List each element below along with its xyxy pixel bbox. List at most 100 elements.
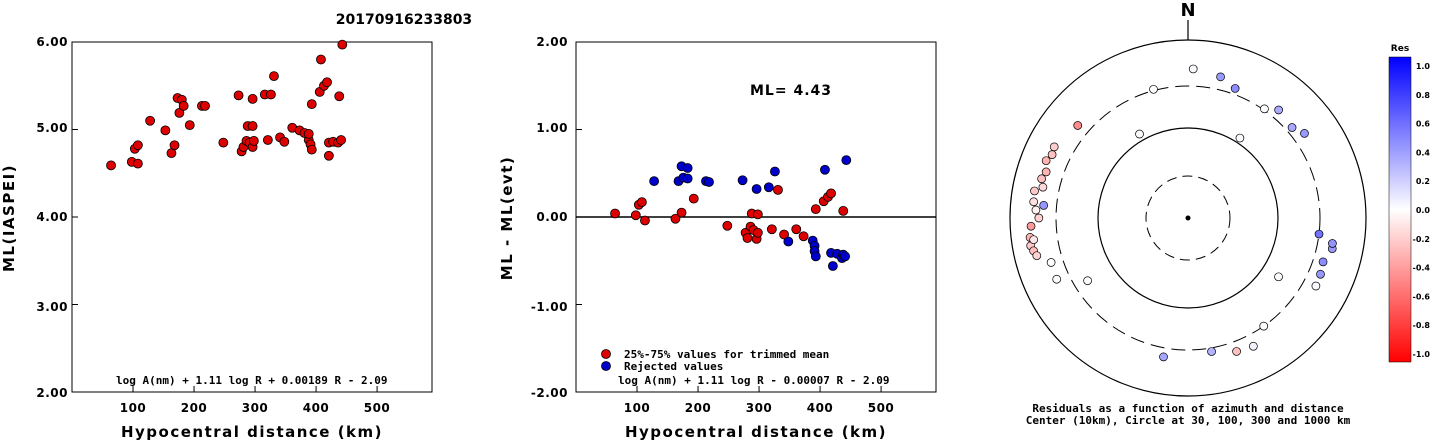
left-ytick-2: 2.00 — [36, 386, 68, 400]
middle-xlabel: Hypocentral distance (km) — [625, 423, 887, 441]
left-point-red-44 — [322, 77, 332, 88]
polar-point-41 — [1232, 347, 1241, 356]
middle-point-blue-24 — [841, 155, 852, 166]
middle-formula: log A(nm) + 1.11 log R - 0.00007 R - 2.0… — [618, 374, 890, 387]
polar-point-5 — [1260, 104, 1269, 114]
left-point-red-13 — [184, 120, 195, 131]
middle-point-red-17 — [766, 224, 777, 235]
panel-polar: N Residuals as a function of azimuth and… — [1009, 0, 1367, 427]
left-point-red-32 — [279, 136, 290, 147]
polar-caption-line1: Residuals as a function of azimuth and d… — [1032, 402, 1344, 415]
polar-caption-line2: Center (10km), Circle at 30, 100, 300 an… — [1026, 414, 1351, 427]
left-point-red-8 — [169, 140, 180, 151]
left-point-red-25 — [248, 135, 259, 146]
middle-point-blue-5 — [682, 173, 693, 184]
left-point-red-39 — [303, 128, 314, 139]
polar-point-29 — [1052, 274, 1062, 284]
colorbar: Res 1.0 0.8 0.6 0.4 0.2 0.0 -0.2 -0.4 -0.6 -0.8 -1… — [1388, 44, 1431, 363]
polar-point-37 — [1311, 281, 1321, 291]
middle-point-blue-16 — [810, 251, 821, 262]
colorbar-tick-3: 0.4 — [1416, 148, 1431, 157]
left-point-red-40 — [306, 99, 317, 110]
left-ticks — [72, 41, 378, 393]
left-point-red-42 — [316, 54, 326, 65]
polar-point-34 — [1318, 257, 1328, 267]
polar-point-11 — [1049, 142, 1059, 152]
polar-point-19 — [1031, 205, 1041, 215]
middle-point-red-16 — [752, 227, 763, 238]
colorbar-tick-0: 1.0 — [1416, 62, 1431, 71]
left-point-red-49 — [334, 91, 345, 102]
left-ytick-3: 3.00 — [36, 300, 68, 314]
polar-point-21 — [1026, 221, 1036, 231]
colorbar-gradient — [1388, 56, 1412, 363]
colorbar-tick-6: -0.2 — [1413, 235, 1431, 244]
colorbar-tick-9: -0.8 — [1413, 321, 1431, 330]
middle-point-blue-23 — [840, 251, 850, 262]
middle-xtick-400: 400 — [807, 401, 834, 415]
left-point-red-30 — [269, 71, 279, 82]
middle-point-blue-10 — [763, 182, 774, 193]
polar-point-15 — [1037, 174, 1046, 184]
left-points — [106, 39, 348, 171]
middle-ytick-m2: -2.00 — [531, 386, 568, 400]
polar-point-3 — [1149, 84, 1158, 94]
polar-point-12 — [1041, 156, 1051, 166]
polar-point-9 — [1235, 133, 1245, 143]
polar-point-40 — [1159, 352, 1168, 362]
middle-point-blue-8 — [737, 175, 748, 186]
left-point-red-6 — [160, 125, 171, 136]
colorbar-ticks: 1.0 0.8 0.6 0.4 0.2 0.0 -0.2 -0.4 -0.6 -0.8 -1.0 — [1413, 62, 1431, 359]
polar-point-2 — [1216, 72, 1225, 82]
polar-point-13 — [1047, 150, 1057, 159]
colorbar-tick-7: -0.4 — [1413, 264, 1431, 273]
left-xtick-300: 300 — [242, 401, 269, 415]
middle-ytick-1: 1.00 — [536, 121, 568, 135]
legend-label-rejected: Rejected values — [624, 360, 723, 373]
colorbar-tick-4: 0.2 — [1416, 177, 1430, 186]
ring-300km — [1055, 85, 1321, 351]
left-point-red-46 — [323, 150, 334, 161]
middle-ytick-0: 0.00 — [536, 210, 568, 224]
polar-point-10 — [1073, 121, 1083, 130]
middle-point-blue-12 — [783, 236, 794, 247]
middle-point-blue-17 — [820, 164, 830, 175]
polar-point-35 — [1328, 239, 1337, 248]
left-point-red-12 — [178, 100, 189, 111]
polar-point-17 — [1030, 186, 1039, 196]
legend-marker-rejected — [601, 361, 611, 371]
left-xtick-500: 500 — [364, 401, 391, 415]
middle-points — [610, 155, 852, 271]
polar-point-1 — [1188, 64, 1198, 74]
left-ytick-6: 6.00 — [36, 35, 68, 49]
left-ytick-4: 4.00 — [36, 210, 68, 224]
polar-point-0 — [1230, 84, 1240, 93]
panel-middle: 2.00 1.00 0.00 -1.00 -2.00 100 200 300 4… — [498, 35, 937, 441]
middle-ylabel: ML - ML(evt) — [498, 156, 516, 280]
middle-point-blue-0 — [649, 176, 660, 187]
middle-point-red-5 — [670, 213, 681, 224]
ring-30km — [1145, 175, 1231, 261]
middle-xtick-500: 500 — [868, 401, 895, 415]
polar-point-42 — [1248, 341, 1258, 351]
left-xtick-200: 200 — [181, 401, 208, 415]
left-point-red-17 — [233, 90, 244, 101]
polar-point-4 — [1274, 105, 1284, 115]
left-point-red-26 — [247, 93, 258, 104]
polar-point-14 — [1041, 167, 1051, 177]
polar-point-27 — [1039, 201, 1049, 210]
middle-point-red-25 — [826, 188, 836, 199]
left-point-red-29 — [266, 89, 276, 100]
panel-left: 6.00 5.00 4.00 3.00 2.00 100 200 300 400… — [0, 35, 433, 441]
middle-point-red-26 — [838, 205, 849, 216]
legend-marker-trimmed — [601, 349, 611, 359]
left-point-red-51 — [337, 39, 348, 50]
middle-point-blue-19 — [827, 261, 838, 271]
middle-point-red-7 — [688, 193, 699, 204]
middle-point-red-19 — [779, 229, 789, 240]
middle-point-red-20 — [791, 224, 802, 235]
middle-point-red-6 — [676, 207, 687, 218]
middle-point-red-4 — [640, 215, 650, 226]
middle-ytick-m1: -1.00 — [531, 300, 568, 314]
